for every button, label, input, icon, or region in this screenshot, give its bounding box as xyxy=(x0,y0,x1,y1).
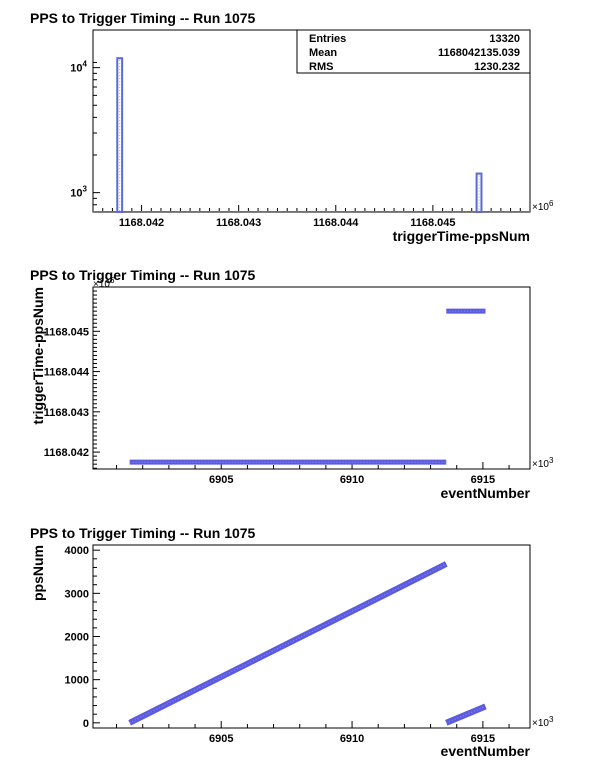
y-tick-label: 1168.044 xyxy=(44,367,90,379)
pps-num-scatter-plot: PPS to Trigger Timing -- Run 1075 6905 69… xyxy=(0,516,596,772)
y-tick-label: 2000 xyxy=(65,632,89,644)
pps-num-canvas: 6905 6910 6915 0 1000 2000 3000 4000 ×103 event… xyxy=(30,544,554,759)
plot-frame xyxy=(92,286,531,470)
stats-box xyxy=(296,29,531,74)
data-band-texture xyxy=(129,563,447,724)
histogram-plot: PPS to Trigger Timing -- Run 1075 Entrie… xyxy=(0,0,596,252)
x-tick-label: 1168.044 xyxy=(313,217,359,229)
histogram-bin xyxy=(116,57,124,214)
y-tick-label: 4000 xyxy=(65,545,89,557)
scatter-marks: 6905 6910 6915 1168.042 1168.043 1168.044 1168… xyxy=(44,286,510,486)
x-axis-label: eventNumber xyxy=(441,743,531,759)
plot-title: PPS to Trigger Timing -- Run 1075 xyxy=(30,10,256,26)
stat-label-rms: RMS xyxy=(309,61,333,73)
x-tick-label: 1168.042 xyxy=(119,217,164,229)
x-axis-label: eventNumber xyxy=(441,485,531,501)
y-tick-label: 1168.043 xyxy=(44,407,89,419)
stat-value-rms: 1230.232 xyxy=(474,61,520,73)
x-multiplier: ×106 xyxy=(532,199,554,213)
x-tick-label: 6905 xyxy=(209,733,233,745)
x-multiplier: ×103 xyxy=(532,456,554,470)
plot-title: PPS to Trigger Timing -- Run 1075 xyxy=(30,525,256,541)
y-axis-label: triggerTime-ppsNum xyxy=(30,287,46,424)
plot-title: PPS to Trigger Timing -- Run 1075 xyxy=(30,267,256,283)
histogram-canvas: Entries 13320 Mean 1168042135.039 RMS 12… xyxy=(70,29,554,244)
y-tick-label: 103 xyxy=(70,185,87,200)
y-multiplier: ×106 xyxy=(93,276,115,290)
trigger-time-canvas: 6905 6910 6915 1168.042 1168.043 1168.044 1168… xyxy=(30,276,554,501)
x-tick-label: 6910 xyxy=(340,733,364,745)
x-axis-label: triggerTime-ppsNum xyxy=(393,228,530,244)
plot-frame xyxy=(92,544,531,729)
y-tick-label: 1168.045 xyxy=(44,326,89,338)
stat-value-mean: 1168042135.039 xyxy=(438,47,520,59)
scatter-marks: 6905 6910 6915 0 1000 2000 3000 4000 xyxy=(65,545,510,745)
y-tick-label: 0 xyxy=(83,718,89,730)
data-band-texture xyxy=(446,705,486,724)
histogram-marks: 1168.042 1168.043 1168.044 1168.045 103 104 xyxy=(70,57,531,229)
y-axis-label: ppsNum xyxy=(30,545,46,601)
x-tick-label: 1168.043 xyxy=(216,217,261,229)
stat-value-entries: 13320 xyxy=(489,33,520,45)
x-multiplier: ×103 xyxy=(532,715,554,729)
y-tick-label: 1168.042 xyxy=(44,447,89,459)
x-tick-label: 6915 xyxy=(471,733,495,745)
trigger-time-scatter-plot: PPS to Trigger Timing -- Run 1075 6905 69… xyxy=(0,258,596,508)
stat-label-entries: Entries xyxy=(309,33,346,45)
x-tick-label: 6910 xyxy=(340,474,364,486)
x-tick-label: 6915 xyxy=(471,474,495,486)
y-tick-label: 104 xyxy=(70,60,87,75)
histogram-bin xyxy=(475,172,483,213)
x-tick-label: 6905 xyxy=(209,474,233,486)
x-tick-label: 1168.045 xyxy=(410,217,455,229)
y-tick-label: 3000 xyxy=(65,588,89,600)
y-tick-label: 1000 xyxy=(65,675,89,687)
stat-label-mean: Mean xyxy=(309,47,337,59)
